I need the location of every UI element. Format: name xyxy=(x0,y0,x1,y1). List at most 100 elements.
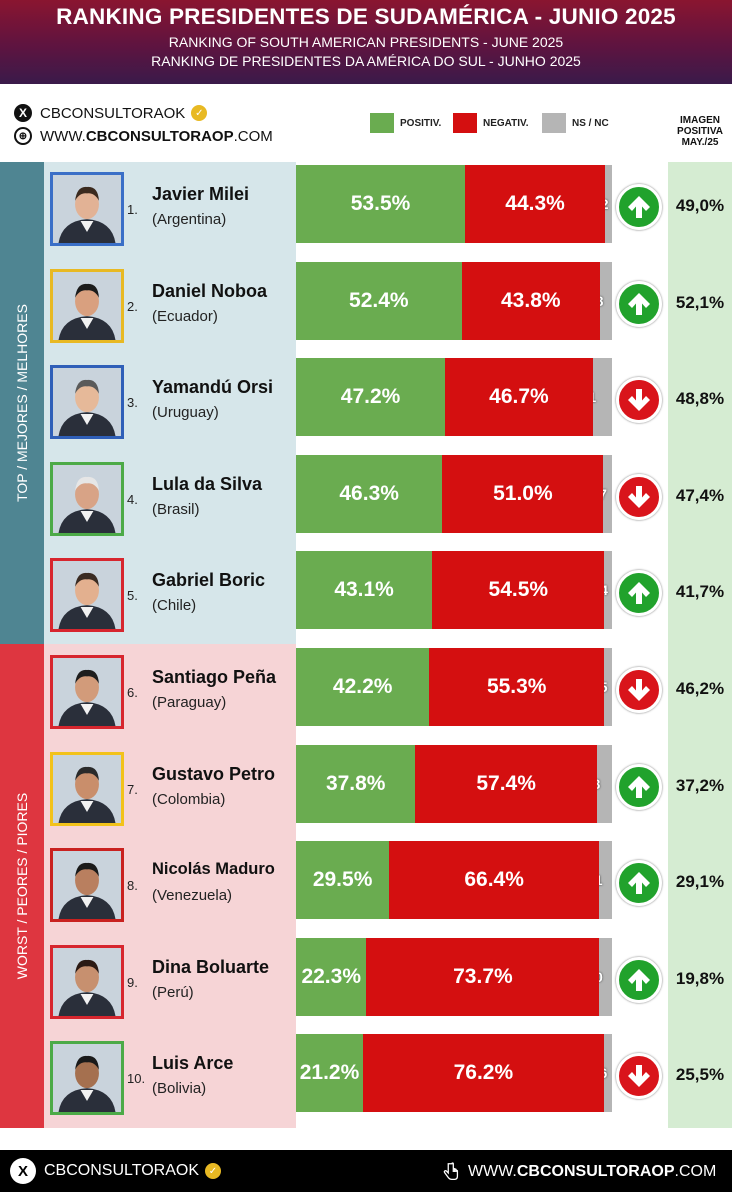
stacked-bar: 52.4% 43.8% 3.8 xyxy=(296,261,612,340)
header-banner: RANKING PRESIDENTES DE SUDAMÉRICA - JUNI… xyxy=(0,0,732,84)
legend-ns-swatch xyxy=(542,113,566,133)
legend-negative: NEGATIV. xyxy=(453,113,529,133)
previous-positive-image: 19,8% xyxy=(675,968,725,988)
stacked-bar: 46.3% 51.0% 2.7 xyxy=(296,454,612,533)
rank-number: 3. xyxy=(127,395,138,411)
website-link[interactable]: ⊕ WWW. CBCONSULTORAOP .COM xyxy=(14,127,273,145)
positive-segment: 42.2% xyxy=(296,648,430,726)
positive-segment: 47.2% xyxy=(296,358,446,437)
ranking-row: 1. Javier Milei (Argentina) 53.5% 44.3% 2.2 49… xyxy=(0,162,732,258)
president-photo xyxy=(50,944,124,1019)
footer-website-domain: CBCONSULTORAOP xyxy=(516,1163,675,1180)
subtitle-english: RANKING OF SOUTH AMERICAN PRESIDENTS - J… xyxy=(168,34,564,50)
ns-segment: 2.5 xyxy=(604,648,612,726)
footer-website-link[interactable]: WWW. CBCONSULTORAOP .COM xyxy=(440,1161,716,1183)
president-name: Yamandú Orsi xyxy=(152,377,274,398)
previous-positive-image: 37,2% xyxy=(675,775,725,795)
negative-segment-label: 44.3% xyxy=(505,192,565,215)
footer: X CBCONSULTORAOK ✓ WWW. CBCONSULTORAOP .CO… xyxy=(0,1150,732,1192)
president-name: Daniel Noboa xyxy=(152,280,268,301)
president-name: Santiago Peña xyxy=(152,667,277,687)
negative-segment-label: 54.5% xyxy=(488,578,549,602)
previous-positive-image: 29,1% xyxy=(675,872,725,892)
previous-positive-image: 48,8% xyxy=(675,389,725,409)
ns-segment: 4.8 xyxy=(596,744,612,823)
ns-segment: 4.1 xyxy=(599,841,612,920)
ns-segment-label: 4.8 xyxy=(597,776,600,792)
legend-ns: NS / NC xyxy=(542,113,609,133)
ns-segment-label: 2.2 xyxy=(605,196,608,212)
website-suffix: .COM xyxy=(233,127,273,145)
rank-number: 4. xyxy=(127,491,138,507)
pointer-hand-icon xyxy=(443,1162,459,1180)
arrow-down-icon xyxy=(616,1053,662,1100)
negative-segment-label: 66.4% xyxy=(464,868,524,892)
verified-badge-icon: ✓ xyxy=(191,105,208,121)
rank-number: 8. xyxy=(127,878,138,894)
positive-segment-label: 46.3% xyxy=(339,481,399,505)
previous-positive-image: 41,7% xyxy=(675,582,725,602)
negative-segment: 57.4% xyxy=(415,744,597,823)
ns-segment: 4.0 xyxy=(599,937,612,1016)
negative-segment-label: 46.7% xyxy=(489,385,549,409)
negative-segment-label: 57.4% xyxy=(476,771,536,795)
image-header-line3: MAY./25 xyxy=(681,137,719,148)
legend-positive-label: POSITIV. xyxy=(400,117,442,129)
country-name: (Uruguay) xyxy=(152,404,219,422)
negative-segment-label: 43.8% xyxy=(501,288,561,312)
portrait-icon xyxy=(53,271,121,340)
rank-number: 1. xyxy=(127,202,138,217)
president-photo xyxy=(50,365,124,440)
image-column-header: IMAGEN POSITIVA MAY./25 xyxy=(668,115,732,148)
legend-negative-swatch xyxy=(453,113,477,133)
president-photo xyxy=(50,172,124,246)
page-title: RANKING PRESIDENTES DE SUDAMÉRICA - JUNI… xyxy=(56,4,676,29)
website-domain: CBCONSULTORAOP xyxy=(85,127,234,145)
positive-segment: 46.3% xyxy=(296,454,443,533)
stacked-bar: 42.2% 55.3% 2.5 xyxy=(296,648,612,726)
ns-segment: 2.2 xyxy=(605,165,612,243)
negative-segment: 44.3% xyxy=(465,165,606,243)
ns-segment-label: 6.1 xyxy=(593,389,596,405)
ranking-row: 7.Gustavo Petro(Colombia)37.8%57.4%4.837… xyxy=(0,742,732,838)
country-name: (Paraguay) xyxy=(152,694,227,711)
president-name: Gabriel Boric xyxy=(152,570,266,591)
country-name: (Perú) xyxy=(152,983,194,1001)
positive-segment: 53.5% xyxy=(296,165,466,243)
negative-segment: 46.7% xyxy=(445,358,593,437)
portrait-icon xyxy=(53,561,121,630)
ranking-row: 3. Yamandú Orsi (Uruguay) 47.2% 46.7% 6.1 48,8… xyxy=(0,355,732,451)
president-name: Dina Boluarte xyxy=(152,956,270,977)
social-handle[interactable]: X CBCONSULTORAOK ✓ xyxy=(14,104,208,122)
positive-segment: 29.5% xyxy=(296,841,390,920)
ranking-row: 2. Daniel Noboa (Ecuador) 52.4% 43.8% 3.8 52,1… xyxy=(0,259,732,355)
previous-positive-image: 52,1% xyxy=(675,292,725,312)
stacked-bar: 21.2% 76.2% 2.6 xyxy=(296,1034,612,1113)
ns-segment: 2.6 xyxy=(603,1034,612,1113)
top-group-side: TOP / MEJORES / MELHORES xyxy=(0,162,44,644)
rank-number: 2. xyxy=(127,298,138,314)
positive-segment-label: 21.2% xyxy=(299,1061,360,1085)
positive-segment: 22.3% xyxy=(296,937,367,1016)
negative-segment: 43.8% xyxy=(461,261,600,340)
footer-social-handle[interactable]: X CBCONSULTORAOK ✓ xyxy=(10,1158,221,1184)
previous-positive-image: 49,0% xyxy=(675,196,725,215)
positive-segment-label: 29.5% xyxy=(312,868,373,892)
positive-segment: 21.2% xyxy=(296,1034,363,1113)
ns-segment-label: 2.4 xyxy=(604,582,607,598)
ns-segment: 2.4 xyxy=(604,551,612,630)
positive-segment-label: 22.3% xyxy=(301,964,361,988)
negative-segment: 51.0% xyxy=(442,454,604,533)
ranking-row: 6. Santiago Peña (Paraguay) 42.2% 55.3% 2.5 46… xyxy=(0,645,732,741)
negative-segment-label: 76.2% xyxy=(453,1061,514,1085)
previous-positive-image: 47,4% xyxy=(675,485,725,505)
footer-x-logo-icon: X xyxy=(10,1158,36,1184)
ranking-row: 5. Gabriel Boric (Chile) 43.1% 54.5% 2.4 41,7% xyxy=(0,548,732,644)
positive-segment-label: 52.4% xyxy=(349,288,409,312)
previous-positive-image: 46,2% xyxy=(675,679,725,698)
ranking-row: 9. Dina Boluarte (Perú) 22.3% 73.7% 4.0 19,8% xyxy=(0,935,732,1031)
arrow-down-icon xyxy=(616,377,662,424)
country-name: (Brasil) xyxy=(152,500,200,518)
president-photo xyxy=(50,268,124,343)
president-photo xyxy=(50,848,124,923)
